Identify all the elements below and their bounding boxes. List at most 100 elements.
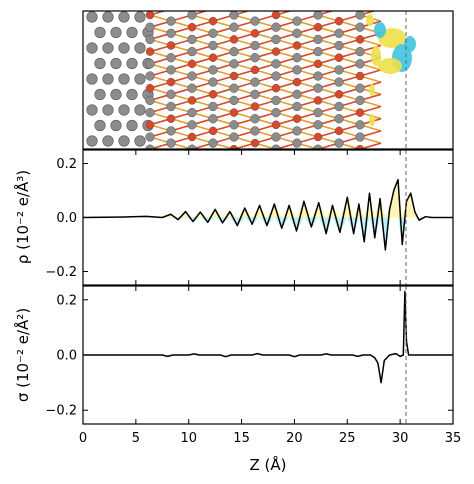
carbon-atom <box>208 114 218 124</box>
oxygen-atom <box>250 138 260 148</box>
oxygen-atom <box>271 47 281 56</box>
x-tick-label: 35 <box>445 431 462 446</box>
carbon-atom <box>126 119 138 132</box>
carbon-atom <box>166 65 176 75</box>
oxygen-atom <box>250 65 260 75</box>
carbon-atom <box>187 71 197 81</box>
carbon-atom <box>355 132 365 142</box>
carbon-atom <box>134 135 146 147</box>
carbon-atom <box>126 57 138 70</box>
oxygen-atom <box>166 77 176 87</box>
oxygen-atom <box>166 114 176 123</box>
oxygen-atom <box>145 83 155 93</box>
x-tick-label: 15 <box>233 431 250 446</box>
carbon-atom <box>145 107 155 118</box>
carbon-atom <box>166 101 176 112</box>
y-tick-label: −0.2 <box>45 404 77 419</box>
carbon-atom <box>292 138 302 148</box>
oxygen-atom <box>313 132 323 142</box>
oxygen-atom <box>229 108 239 117</box>
oxygen-atom <box>166 41 176 50</box>
carbon-atom <box>118 11 130 23</box>
oxygen-atom <box>187 96 197 105</box>
carbon-atom <box>229 120 239 130</box>
carbon-atom <box>313 83 323 93</box>
carbon-atom <box>229 95 239 106</box>
oxygen-atom <box>229 35 239 44</box>
oxygen-atom <box>313 59 323 69</box>
oxygen-atom <box>271 83 281 93</box>
carbon-atom <box>271 95 281 106</box>
structure-atoms <box>86 11 365 149</box>
x-tick-label: 20 <box>286 431 303 446</box>
carbon-atom <box>110 88 122 101</box>
isosurface-lobe <box>369 114 375 126</box>
carbon-atom <box>292 126 302 136</box>
carbon-atom <box>250 114 260 124</box>
rho-plot-area <box>83 178 453 251</box>
oxygen-atom <box>292 41 302 50</box>
carbon-atom <box>271 144 281 149</box>
bond <box>297 155 318 161</box>
carbon-atom <box>134 104 146 116</box>
carbon-atom <box>102 42 114 54</box>
carbon-atom <box>134 73 146 85</box>
oxygen-atom <box>208 90 218 99</box>
carbon-atom <box>271 107 281 118</box>
carbon-atom <box>292 89 302 99</box>
oxygen-atom <box>229 71 239 81</box>
carbon-atom <box>271 71 281 81</box>
carbon-atom <box>355 11 365 20</box>
carbon-atom <box>292 28 302 38</box>
carbon-atom <box>166 89 176 99</box>
x-tick-label: 5 <box>132 431 140 446</box>
oxygen-atom <box>355 144 365 149</box>
oxygen-atom <box>145 11 155 20</box>
carbon-atom <box>118 73 130 85</box>
carbon-atom <box>166 53 176 63</box>
oxygen-atom <box>334 90 344 99</box>
carbon-atom <box>355 22 365 32</box>
carbon-atom <box>145 132 155 142</box>
carbon-atom <box>166 28 176 38</box>
carbon-atom <box>313 107 323 118</box>
x-tick-label: 0 <box>79 431 87 446</box>
carbon-atom <box>208 40 218 51</box>
carbon-atom <box>313 11 323 20</box>
carbon-atom <box>94 57 106 70</box>
carbon-atom <box>145 144 155 149</box>
y-tick-label: −0.2 <box>45 265 77 280</box>
y-tick-label: 0.0 <box>56 349 77 364</box>
isosurface-lobe <box>371 46 381 66</box>
carbon-atom <box>313 120 323 130</box>
carbon-atom <box>94 119 106 132</box>
carbon-atom <box>355 59 365 69</box>
carbon-atom <box>292 16 302 26</box>
rho-panel: −0.2 0.0 0.2 ρ (10⁻² e/Å³) <box>13 149 454 286</box>
carbon-atom <box>134 11 146 23</box>
carbon-atom <box>313 46 323 57</box>
oxygen-atom <box>187 59 197 69</box>
carbon-atom <box>313 144 323 149</box>
carbon-atom <box>145 95 155 106</box>
isosurface-lobe <box>369 84 375 96</box>
carbon-atom <box>208 65 218 75</box>
oxygen-atom <box>334 53 344 62</box>
carbon-atom <box>229 59 239 69</box>
sigma-panel: −0.20.00.2 0 5 10 15 20 25 30 35 σ (10⁻² e/Å²) … <box>13 150 461 474</box>
oxygen-atom <box>334 126 344 136</box>
oxygen-atom <box>313 22 323 32</box>
oxygen-atom <box>313 96 323 105</box>
carbon-atom <box>94 26 106 39</box>
carbon-atom <box>187 144 197 149</box>
carbon-atom <box>118 42 130 54</box>
oxygen-atom <box>187 22 197 32</box>
carbon-atom <box>334 77 344 87</box>
carbon-atom <box>355 83 365 93</box>
rho-y-ticks: −0.2 0.0 0.2 <box>45 157 453 280</box>
carbon-atom <box>229 11 239 20</box>
carbon-atom <box>313 71 323 81</box>
y-tick-label: 0.2 <box>56 157 77 172</box>
x-tick-label: 10 <box>180 431 197 446</box>
